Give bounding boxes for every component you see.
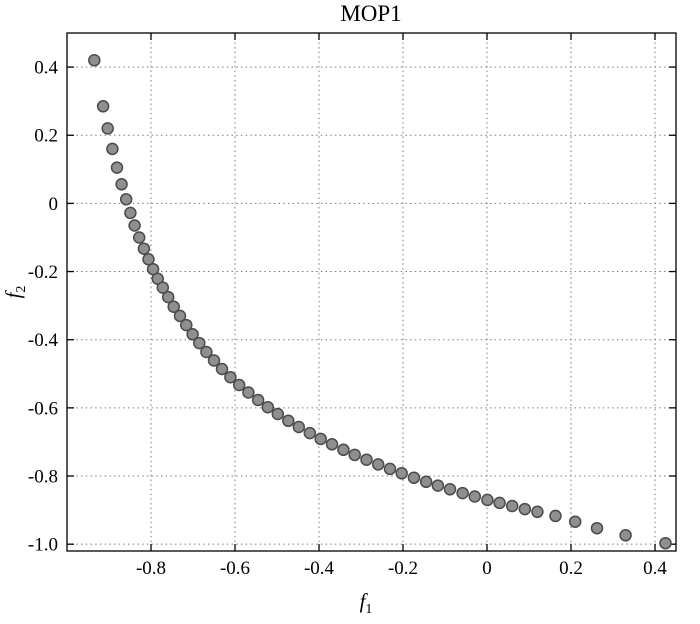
x-axis-label-main: f <box>360 589 369 613</box>
data-point-marker <box>137 242 151 255</box>
data-point-marker <box>549 509 562 523</box>
data-point-marker <box>282 414 295 428</box>
data-point-marker <box>101 122 114 135</box>
data-point-marker <box>200 345 213 359</box>
data-point-marker <box>619 529 632 542</box>
data-point-marker <box>337 443 350 457</box>
data-point-marker <box>161 290 175 304</box>
data-point-marker <box>156 281 170 294</box>
y-axis-label-main: f <box>1 289 25 298</box>
data-point-marker <box>383 462 397 476</box>
data-point-marker <box>303 426 317 440</box>
data-point-marker <box>106 142 119 156</box>
data-point-marker <box>115 178 128 191</box>
data-point-marker <box>167 300 180 313</box>
data-point-marker <box>261 400 275 414</box>
data-point-marker <box>431 479 445 492</box>
x-tick-label: -0.4 <box>304 558 335 579</box>
data-point-marker <box>242 386 255 399</box>
data-point-marker <box>173 309 187 323</box>
data-point-marker <box>193 336 206 350</box>
data-point-marker <box>419 475 433 489</box>
data-point-marker <box>88 54 101 67</box>
data-point-marker <box>251 393 265 407</box>
data-points <box>88 54 672 550</box>
y-tick-label: -0.6 <box>28 398 58 419</box>
data-point-marker <box>292 420 306 434</box>
x-axis-label-subscript: 1 <box>365 602 372 617</box>
data-point-marker <box>314 432 327 446</box>
data-point-marker <box>590 521 604 535</box>
data-point-marker <box>186 328 199 341</box>
data-point-marker <box>468 490 482 503</box>
data-point-marker <box>371 458 385 471</box>
data-point-marker <box>180 318 193 332</box>
y-tick-label: 0.2 <box>34 126 58 147</box>
data-point-marker <box>224 370 237 384</box>
x-tick-label: -0.8 <box>136 558 166 579</box>
y-axis-label: f2 <box>1 286 29 299</box>
y-tick-labels: 0.4 0.2 0 -0.2 -0.4 -0.6 -0.8 -1.0 <box>28 58 59 556</box>
x-tick-label: 0.4 <box>643 558 667 579</box>
data-point-marker <box>128 219 141 232</box>
y-tick-label: -0.8 <box>28 467 58 488</box>
data-point-marker <box>215 362 229 376</box>
data-point-marker <box>407 471 421 484</box>
y-tick-label: 0.4 <box>34 58 58 79</box>
x-tick-label: 0 <box>482 558 492 579</box>
data-point-marker <box>518 502 532 516</box>
tick-marks <box>67 33 676 551</box>
data-point-marker <box>142 253 155 266</box>
plot-border <box>66 32 677 552</box>
grid-lines <box>67 33 676 551</box>
data-point-marker <box>493 496 506 510</box>
y-tick-label: -0.2 <box>28 262 58 283</box>
data-point-marker <box>659 536 672 550</box>
y-tick-label: -1.0 <box>28 535 58 556</box>
data-point-marker <box>119 193 133 206</box>
data-point-marker <box>481 493 494 507</box>
data-point-marker <box>360 453 373 466</box>
x-axis-label: f1 <box>360 589 373 617</box>
data-point-marker <box>110 161 124 174</box>
data-point-marker <box>325 438 339 451</box>
data-point-marker <box>456 486 469 500</box>
x-tick-label: 0.2 <box>559 558 583 579</box>
y-tick-label: -0.4 <box>28 330 59 351</box>
x-tick-label: -0.2 <box>388 558 418 579</box>
data-point-marker <box>395 467 408 480</box>
y-tick-label: 0 <box>49 194 59 215</box>
x-tick-labels: -0.8 -0.6 -0.4 -0.2 0 0.2 0.4 <box>136 558 667 579</box>
data-point-marker <box>96 100 110 113</box>
x-tick-label: -0.6 <box>220 558 250 579</box>
data-point-marker <box>443 483 457 496</box>
y-axis-label-subscript: 2 <box>14 286 29 293</box>
data-point-marker <box>505 499 519 513</box>
data-point-marker <box>132 231 146 244</box>
data-point-marker <box>271 407 285 421</box>
data-point-marker <box>207 354 221 367</box>
data-point-marker <box>124 206 137 220</box>
data-point-marker <box>531 505 544 519</box>
data-point-marker <box>232 378 246 392</box>
data-point-marker <box>348 448 361 462</box>
chart-title: MOP1 <box>340 1 401 26</box>
data-point-marker <box>568 515 582 528</box>
